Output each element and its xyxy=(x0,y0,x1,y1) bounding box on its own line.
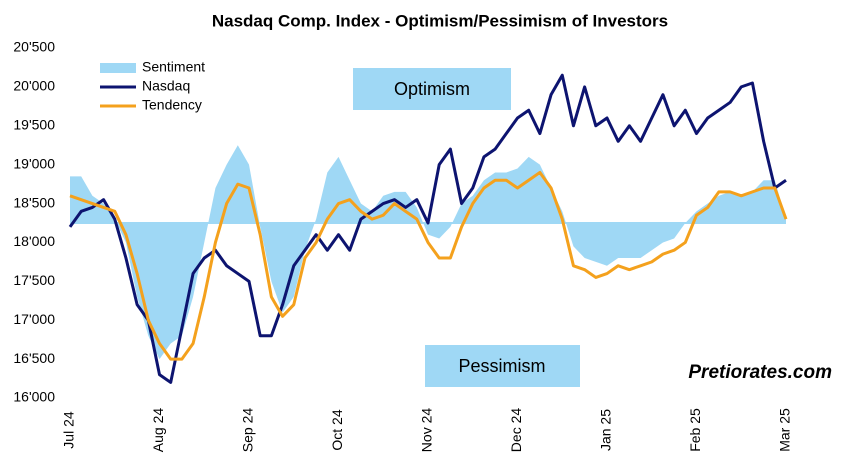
y-tick-label: 17'500 xyxy=(13,272,55,288)
pessimism-box xyxy=(425,345,580,387)
annotation: Optimism xyxy=(394,79,470,99)
series-line xyxy=(68,73,787,384)
y-tick-label: 16'000 xyxy=(13,389,55,405)
legend-label: Nasdaq xyxy=(142,78,190,94)
sentiment-area xyxy=(70,145,786,360)
y-tick-label: 16'500 xyxy=(13,350,55,366)
y-tick-label: 19'500 xyxy=(13,116,55,132)
y-tick-label: 18'500 xyxy=(13,194,55,210)
x-tick-label: Mar 25 xyxy=(777,408,793,452)
y-tick-label: 20'500 xyxy=(13,39,55,55)
plot xyxy=(68,73,788,384)
y-tick-label: 19'000 xyxy=(13,155,55,171)
x-tick-label: Oct 24 xyxy=(329,409,345,450)
legend-swatch xyxy=(100,63,136,73)
legend-label: Tendency xyxy=(142,97,202,113)
series-line xyxy=(69,170,788,361)
y-tick-label: 20'000 xyxy=(13,78,55,94)
x-tick-label: Nov 24 xyxy=(419,408,435,453)
x-tick-label: Dec 24 xyxy=(508,408,524,453)
chart-title: Nasdaq Comp. Index - Optimism/Pessimism … xyxy=(212,11,668,30)
optimism-box xyxy=(353,68,511,110)
x-tick-label: Feb 25 xyxy=(687,408,703,452)
y-tick-label: 17'000 xyxy=(13,311,55,327)
x-tick-label: Jan 25 xyxy=(598,409,614,451)
watermark: Pretiorates.com xyxy=(688,362,832,383)
annotation: Pessimism xyxy=(458,356,545,376)
x-tick-label: Sep 24 xyxy=(240,408,256,453)
x-tick-label: Aug 24 xyxy=(150,408,166,453)
x-tick-label: Jul 24 xyxy=(61,411,77,449)
y-tick-label: 18'000 xyxy=(13,233,55,249)
legend-label: Sentiment xyxy=(142,59,205,75)
